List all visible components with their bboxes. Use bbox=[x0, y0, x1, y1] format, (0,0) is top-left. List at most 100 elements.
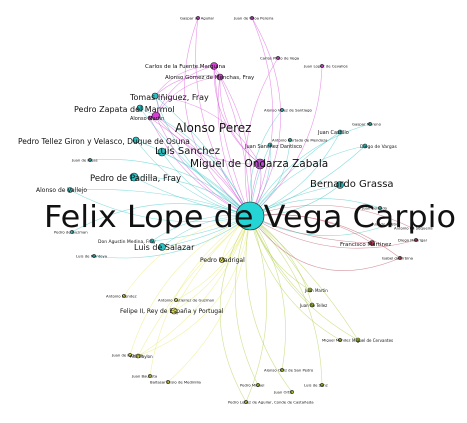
node-label-bernardo: Bernardo Grassa bbox=[310, 179, 394, 190]
node-s20[interactable] bbox=[148, 374, 152, 378]
edge-center-alt-alonso_perez bbox=[155, 115, 251, 217]
node-diego_vargas[interactable] bbox=[362, 143, 368, 149]
node-label-s21: Alonso Ortiz de San Pedro bbox=[264, 368, 314, 373]
edge-center-alonso_vallejo bbox=[69, 189, 251, 223]
node-s8[interactable] bbox=[88, 158, 92, 162]
node-s26[interactable] bbox=[338, 338, 342, 342]
edge-center-alonso_martin bbox=[149, 117, 251, 217]
node-label-s18: Juan de la Serna bbox=[111, 353, 143, 358]
node-label-miguel: Miguel de Ondarza Zabala bbox=[190, 158, 328, 170]
node-alonso_vallejo[interactable] bbox=[67, 187, 73, 193]
node-label-s25: Luis de Sanz bbox=[304, 383, 328, 388]
node-label-s15: Isabel de Urbina bbox=[382, 256, 413, 261]
node-s6[interactable] bbox=[288, 138, 292, 142]
edge-small-s24 bbox=[245, 215, 293, 393]
edge-magenta-1-2 bbox=[155, 76, 221, 117]
edge-arc-red bbox=[249, 215, 401, 271]
node-label-s12: Ana de Castro bbox=[372, 222, 399, 227]
edge-small-s13 bbox=[249, 204, 413, 229]
node-label-miguel_cervantes: Miguel de Cervantes bbox=[352, 338, 393, 343]
node-label-s19: Baltasar Elisio de Medinilla bbox=[150, 380, 201, 385]
edge-arc-top1 bbox=[184, 17, 251, 217]
node-s16[interactable] bbox=[122, 294, 126, 298]
node-label-pedro_zapata: Pedro Zapata del Marmol bbox=[74, 105, 175, 114]
node-s3[interactable] bbox=[276, 56, 280, 60]
edge-center-diego_vargas bbox=[249, 145, 366, 217]
node-juan_martin[interactable] bbox=[307, 287, 313, 293]
node-label-alonso_gomez: Alonso Gomez de Menchas, Fray bbox=[165, 75, 255, 81]
node-label-ana_baylon: Ana Baylon bbox=[130, 354, 153, 359]
edge-center-alt-ana_baylon bbox=[137, 215, 251, 357]
edge-small-s15 bbox=[249, 214, 401, 259]
node-s21[interactable] bbox=[280, 368, 284, 372]
node-carlos[interactable] bbox=[210, 62, 218, 70]
node-label-alonso_vallejo: Alonso de Vallejo bbox=[36, 187, 87, 194]
node-label-s23: Pedro Lopez de Aguilar, Conde de Castañe… bbox=[228, 400, 314, 405]
node-s18[interactable] bbox=[128, 353, 132, 357]
node-s10[interactable] bbox=[70, 230, 74, 234]
node-pedro_zapata[interactable] bbox=[136, 104, 144, 112]
node-s17[interactable] bbox=[174, 298, 178, 302]
node-label-s6: Antonio Hurtado de Mendoza bbox=[272, 138, 327, 143]
node-label-s2: Juan de Ulloa Pereira bbox=[233, 16, 273, 21]
node-don_agustin[interactable] bbox=[149, 238, 155, 244]
node-s25[interactable] bbox=[320, 383, 324, 387]
edge-magenta-0-2 bbox=[155, 65, 215, 117]
edge-small-s14 bbox=[249, 215, 417, 249]
node-s1[interactable] bbox=[196, 16, 200, 20]
node-s14[interactable] bbox=[414, 238, 418, 242]
node-label-juan_sanchez: Juan Sanchez Dantisco bbox=[244, 144, 302, 150]
node-label-s13: Antonio de Sequeira bbox=[394, 226, 433, 231]
node-s12[interactable] bbox=[388, 222, 392, 226]
edge-center-tomas bbox=[154, 95, 251, 217]
node-miguel_cervantes[interactable] bbox=[355, 337, 361, 343]
node-ana_baylon[interactable] bbox=[135, 353, 141, 359]
node-alonso_martin[interactable] bbox=[147, 115, 153, 121]
node-felipe[interactable] bbox=[170, 307, 178, 315]
node-label-pedro_tellez: Pedro Tellez Giron y Velasco, Duque de O… bbox=[18, 137, 190, 146]
node-label-s22: Pedro Miguel bbox=[240, 383, 264, 388]
edge-small-s7 bbox=[249, 123, 371, 217]
node-s9[interactable] bbox=[92, 254, 96, 258]
node-center[interactable] bbox=[235, 201, 265, 231]
node-label-juan_martin: Juan Martin bbox=[304, 288, 328, 293]
node-pedro_padilla[interactable] bbox=[129, 172, 139, 182]
node-s22[interactable] bbox=[256, 383, 260, 387]
edge-small-s8 bbox=[89, 159, 251, 217]
node-label-juan_tellez: Juan de Tellez bbox=[299, 303, 327, 308]
node-s24[interactable] bbox=[290, 390, 294, 394]
node-luis_sanchez[interactable] bbox=[157, 147, 167, 157]
node-s13[interactable] bbox=[410, 226, 414, 230]
node-alonso_gomez[interactable] bbox=[216, 73, 224, 81]
edge-small-s21 bbox=[249, 215, 286, 371]
node-s2[interactable] bbox=[250, 16, 254, 20]
edge-small-s3 bbox=[244, 57, 279, 217]
node-s19[interactable] bbox=[166, 380, 170, 384]
node-label-s17: Antonio Gutierrez de Guzman bbox=[158, 298, 215, 303]
edge-center-alt-pedro_tellez bbox=[135, 139, 251, 217]
node-s7[interactable] bbox=[368, 122, 372, 126]
node-s4[interactable] bbox=[320, 64, 324, 68]
node-juan_tellez[interactable] bbox=[309, 302, 315, 308]
node-s15[interactable] bbox=[398, 256, 402, 260]
edge-center-alt-diego_vargas bbox=[249, 145, 366, 217]
graph-labels: Gaspar de Aguilar Juan de Ulloa Pereira Ca… bbox=[18, 16, 456, 405]
node-alonso_perez[interactable] bbox=[151, 111, 161, 121]
node-s23[interactable] bbox=[244, 400, 248, 404]
node-francisco_martinez[interactable] bbox=[369, 240, 375, 246]
node-label-alonso_martin: Alonso Martin bbox=[130, 116, 164, 122]
node-juan_sanchez[interactable] bbox=[267, 142, 273, 148]
node-pedro_madrigal[interactable] bbox=[219, 257, 225, 263]
node-luis_salazar[interactable] bbox=[158, 243, 166, 251]
node-s5[interactable] bbox=[280, 108, 284, 112]
node-label-s24: Juan Ortiz bbox=[273, 390, 293, 395]
node-s11[interactable] bbox=[378, 206, 382, 210]
node-bernardo[interactable] bbox=[336, 181, 344, 189]
node-tomas[interactable] bbox=[151, 92, 159, 100]
edge-center-alt-miguel_cervantes bbox=[249, 215, 359, 341]
edge-small-s18 bbox=[129, 215, 251, 356]
node-pedro_tellez[interactable] bbox=[132, 136, 140, 144]
node-juan_castillo[interactable] bbox=[337, 129, 343, 135]
node-miguel[interactable] bbox=[254, 158, 266, 170]
